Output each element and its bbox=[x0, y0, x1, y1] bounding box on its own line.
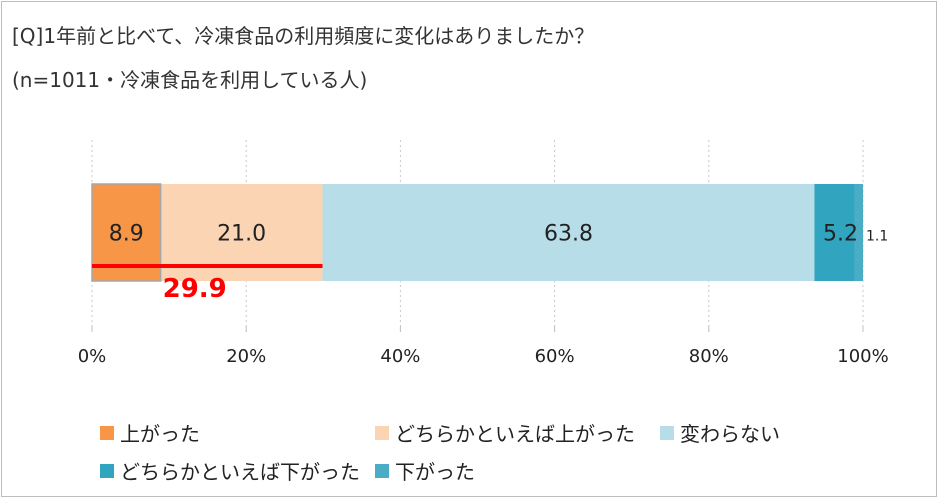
bar-segment-outline bbox=[91, 183, 162, 282]
chart-title: [Q]1年前と比べて、冷凍食品の利用頻度に変化はありましたか？ bbox=[12, 24, 595, 48]
legend-swatch bbox=[375, 463, 389, 478]
bar-segment bbox=[854, 184, 863, 281]
data-label: 8.9 bbox=[109, 222, 144, 247]
x-tick-label: 0% bbox=[78, 346, 107, 367]
annotation-label: 29.9 bbox=[163, 274, 227, 304]
legend-label: 上がった bbox=[120, 422, 200, 446]
legend-item: 上がった bbox=[100, 418, 200, 447]
data-label: 21.0 bbox=[217, 222, 266, 247]
x-tick-label: 60% bbox=[535, 346, 575, 367]
legend-item: 変わらない bbox=[660, 418, 780, 447]
legend-swatch bbox=[660, 425, 674, 440]
legend-label: 下がった bbox=[395, 460, 475, 484]
legend-swatch bbox=[100, 425, 114, 440]
data-label: 63.8 bbox=[544, 222, 593, 247]
x-tick-label: 40% bbox=[380, 346, 420, 367]
legend-label: どちらかといえば上がった bbox=[395, 422, 635, 446]
x-tick-label: 20% bbox=[226, 346, 266, 367]
legend-item: どちらかといえば上がった bbox=[375, 418, 635, 447]
data-label: 5.2 bbox=[823, 222, 858, 247]
legend-label: 変わらない bbox=[680, 422, 780, 446]
legend-swatch bbox=[100, 463, 114, 478]
x-tick-label: 80% bbox=[689, 346, 729, 367]
legend-item: どちらかといえば下がった bbox=[100, 456, 360, 485]
legend-item: 下がった bbox=[375, 456, 475, 485]
chart-subtitle: (n=1011・冷凍食品を利用している人) bbox=[12, 68, 368, 92]
legend-swatch bbox=[375, 425, 389, 440]
bar-segment bbox=[322, 184, 815, 281]
bar-segment bbox=[814, 184, 855, 281]
data-label: 1.1 bbox=[866, 229, 888, 245]
legend-label: どちらかといえば下がった bbox=[120, 460, 360, 484]
x-tick-label: 100% bbox=[837, 346, 888, 367]
